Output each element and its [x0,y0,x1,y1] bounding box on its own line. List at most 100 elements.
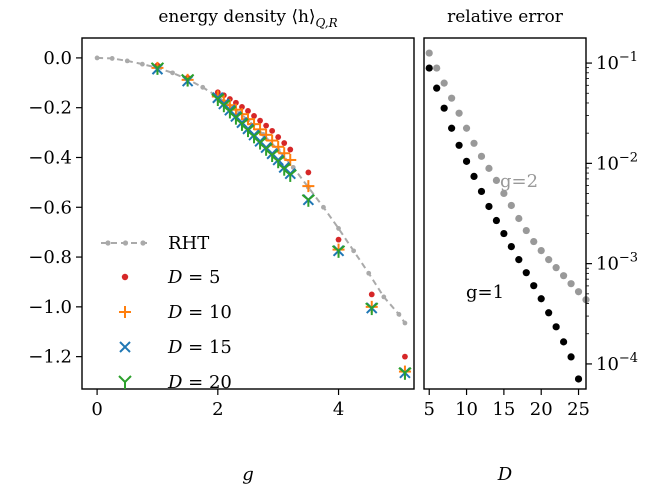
relative-error-panel: relative error g=2 g=1 5 10 15 20 25 10−110−… [423,7,638,485]
g2-point [425,49,433,57]
rht-point [321,204,326,210]
g2-point [485,164,493,172]
g1-point [545,309,553,317]
d5-point [251,113,257,119]
g2-point [500,189,508,198]
g2-point [522,226,530,235]
energy-density-panel: energy density ⟨h⟩Q,R 0 2 4 0.0 −0.2 −0.4 −0.… [28,7,415,485]
rht-point [381,294,387,300]
g1-point [448,124,456,132]
g1-point [440,104,448,112]
g2-point [545,256,553,264]
g1-point [560,338,568,346]
d10-point [260,128,273,141]
right-y-tick-label: 10−4 [596,351,638,375]
g1-point [470,172,478,180]
legend-label-d5: D = 5 [167,267,220,288]
legend-marker-d15 [119,341,131,353]
rht-point [396,311,402,317]
right-x-tick-label: 20 [530,399,553,420]
legend-label-d15: D = 15 [167,337,232,358]
left-y-tick-label: −0.8 [28,247,72,268]
g2-point [515,214,523,223]
g1-point [455,141,463,149]
d20-point [247,130,261,144]
d10-series [151,61,411,378]
legend-marker-d20 [118,375,132,389]
d20-point [253,136,267,150]
g2-point [574,288,583,296]
d20-point [217,99,231,113]
g2-point [448,94,456,102]
rht-point [402,320,408,326]
legend-entry-d10: D = 10 [119,302,232,323]
g1-series [425,64,583,383]
d5-point [263,122,270,129]
g2-point [477,152,486,160]
d20-point [235,118,249,131]
legend-marker-d5 [121,273,129,281]
left-y-tick-label: −0.2 [28,98,72,119]
d15-series [151,63,411,379]
d20-point [223,105,237,119]
legend-entry-d15: D = 15 [119,337,232,358]
d5-point [275,134,282,140]
g1-point [530,282,538,290]
legend-label-d20: D = 20 [167,372,232,393]
annotation-g1: g=1 [466,282,504,303]
d5-point [269,127,276,134]
right-title: relative error [447,7,564,27]
right-x-axis-label: D [497,464,513,485]
rht-point [94,55,100,61]
g2-point [433,64,441,72]
d20-point [283,169,297,182]
legend-marker-d10 [119,306,131,318]
rht-line [97,56,406,324]
d20-point [241,124,255,138]
g2-point [560,272,568,280]
d20-series [150,62,412,380]
d5-point [287,146,294,153]
left-y-tick-label: 0.0 [43,48,72,69]
right-y-tick-label: 10−3 [596,251,638,275]
g1-point [507,242,515,251]
g2-point [507,201,515,210]
rht-point [351,248,357,254]
rht-point [139,61,145,67]
d5-point [305,169,312,176]
d10-point [302,180,315,193]
right-x-tick-label: 10 [455,399,478,420]
g2-point [440,79,448,87]
g1-point [433,84,441,92]
left-y-tick-label: −0.4 [28,147,72,168]
left-y-tick-label: −1.0 [28,297,72,318]
d5-point [368,291,375,298]
left-title: energy density ⟨h⟩Q,R [158,7,337,30]
g1-point [485,202,493,211]
g2-series [425,49,590,304]
legend: RHT D = 5 D = 10 D = 15 [101,233,232,393]
g1-point [537,295,545,303]
rht-point [336,226,341,231]
g1-point [515,256,523,264]
left-x-ticks: 0 2 4 [91,389,344,420]
left-y-tick-label: −1.2 [28,347,72,368]
left-y-tick-label: −0.6 [28,197,72,218]
legend-entry-d20: D = 20 [118,372,232,393]
d20-point [211,93,225,106]
d5-point [257,117,263,124]
d20-point [365,302,379,316]
d20-point [398,367,412,380]
d20-point [150,62,165,75]
right-y-tick-label: 10−2 [596,150,638,174]
left-x-tick-label: 2 [212,399,223,420]
rht-point [124,58,130,64]
legend-label-d10: D = 10 [167,302,232,323]
left-x-axis-label: g [242,464,254,485]
d10-point [248,118,261,131]
d20-point [229,111,243,125]
d20-point [259,143,273,156]
g2-point [492,176,501,185]
g1-point [462,157,471,165]
